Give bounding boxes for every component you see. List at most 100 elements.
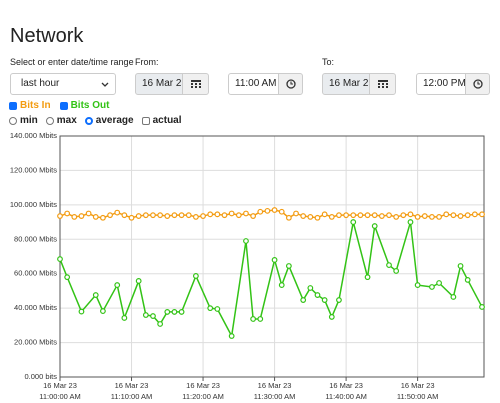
mode-option[interactable]: max: [45, 115, 77, 126]
range-select[interactable]: last hour: [10, 73, 116, 95]
data-point: [221, 212, 228, 219]
mode-label: min: [20, 115, 38, 126]
data-point: [314, 214, 321, 221]
data-point: [386, 262, 392, 269]
data-point: [271, 257, 278, 263]
from-time[interactable]: 11:00 AM: [228, 73, 279, 95]
legend-label: Bits Out: [70, 100, 110, 111]
data-point: [164, 213, 171, 219]
y-tick-label: 80.000 Mbits: [14, 234, 57, 243]
data-point: [128, 214, 135, 221]
calendar-icon: [190, 79, 201, 88]
actual-label: actual: [152, 115, 182, 126]
to-date[interactable]: 16 Mar 23: [322, 73, 370, 95]
x-tick-label: 11:30:00 AM: [254, 392, 296, 401]
mode-label: average: [95, 115, 134, 126]
data-point: [364, 274, 371, 281]
x-tick-label: 11:20:00 AM: [182, 392, 224, 401]
data-point: [371, 223, 378, 229]
data-point: [378, 213, 385, 219]
data-point: [171, 212, 178, 219]
data-point: [300, 297, 307, 303]
data-point: [185, 212, 192, 219]
series-toggle[interactable]: Bits In: [9, 100, 51, 111]
series-toggle[interactable]: Bits Out: [59, 100, 110, 111]
to-date-button[interactable]: [369, 73, 396, 95]
mode-option[interactable]: average: [84, 115, 134, 126]
mode-label: max: [56, 115, 77, 126]
to-label: To:: [322, 57, 335, 67]
plot-frame: [59, 135, 485, 378]
data-point: [386, 212, 392, 219]
data-point: [164, 309, 171, 315]
data-point: [78, 308, 85, 315]
data-point: [328, 214, 335, 220]
data-point: [321, 211, 328, 218]
mode-option[interactable]: min: [9, 115, 38, 126]
data-point: [278, 282, 285, 288]
data-point: [307, 285, 314, 291]
data-point: [464, 212, 471, 219]
data-point: [457, 213, 464, 219]
data-point: [64, 210, 71, 217]
data-point: [142, 212, 149, 219]
data-point: [228, 210, 235, 217]
actual-option[interactable]: actual: [141, 115, 182, 126]
legend-label: Bits In: [20, 100, 51, 111]
data-point: [429, 214, 435, 220]
from-date-button[interactable]: [182, 73, 209, 95]
calendar-icon: [377, 79, 388, 88]
data-point: [293, 210, 299, 217]
data-point: [436, 280, 442, 286]
data-point: [364, 212, 371, 219]
from-date[interactable]: 16 Mar 23: [135, 73, 183, 95]
data-point: [443, 211, 450, 218]
to-time[interactable]: 12:00 PM: [416, 73, 466, 95]
y-tick-label: 40.000 Mbits: [14, 303, 57, 312]
data-point: [57, 213, 63, 219]
checkbox: [59, 101, 68, 110]
select-caret: [101, 82, 109, 87]
data-point: [178, 212, 185, 219]
y-tick-label: 0.000 bits: [24, 372, 57, 381]
data-point: [257, 316, 264, 322]
data-point: [314, 292, 321, 298]
data-point: [150, 313, 156, 319]
data-point: [343, 212, 350, 219]
data-point: [192, 214, 199, 220]
data-point: [336, 212, 342, 219]
x-tick-label: 11:40:00 AM: [325, 392, 367, 401]
data-point: [357, 212, 364, 219]
data-point: [207, 211, 214, 218]
data-point: [207, 305, 214, 312]
chart: 0.000 bits 20.000 Mbits 40.000 Mbits 60.000…: [10, 131, 485, 401]
from-time-button[interactable]: [278, 73, 303, 95]
data-point: [228, 333, 235, 339]
x-tick-label: 11:50:00 AM: [397, 392, 439, 401]
data-point: [300, 213, 307, 219]
checkbox: [9, 101, 17, 110]
data-point: [192, 273, 199, 279]
range-label: Select or enter date/time range: [10, 57, 134, 67]
data-point: [135, 278, 142, 284]
data-point: [107, 212, 113, 219]
data-point: [121, 212, 128, 219]
data-point: [257, 208, 264, 215]
data-point: [214, 211, 221, 218]
to-time-button[interactable]: [465, 73, 490, 95]
data-point: [407, 211, 414, 218]
data-point: [64, 274, 71, 281]
from-time-text: 11:00 AM: [235, 78, 277, 89]
data-point: [464, 277, 471, 283]
data-point: [393, 214, 400, 220]
from-date-text: 16 Mar 23: [142, 78, 183, 89]
data-point: [171, 309, 178, 315]
data-point: [371, 212, 378, 219]
to-date-text: 16 Mar 23: [329, 78, 370, 89]
data-point: [285, 263, 292, 269]
data-point: [307, 214, 314, 220]
clock-icon: [472, 79, 483, 89]
y-tick-label: 20.000 Mbits: [14, 338, 57, 347]
range-value: last hour: [21, 78, 60, 89]
